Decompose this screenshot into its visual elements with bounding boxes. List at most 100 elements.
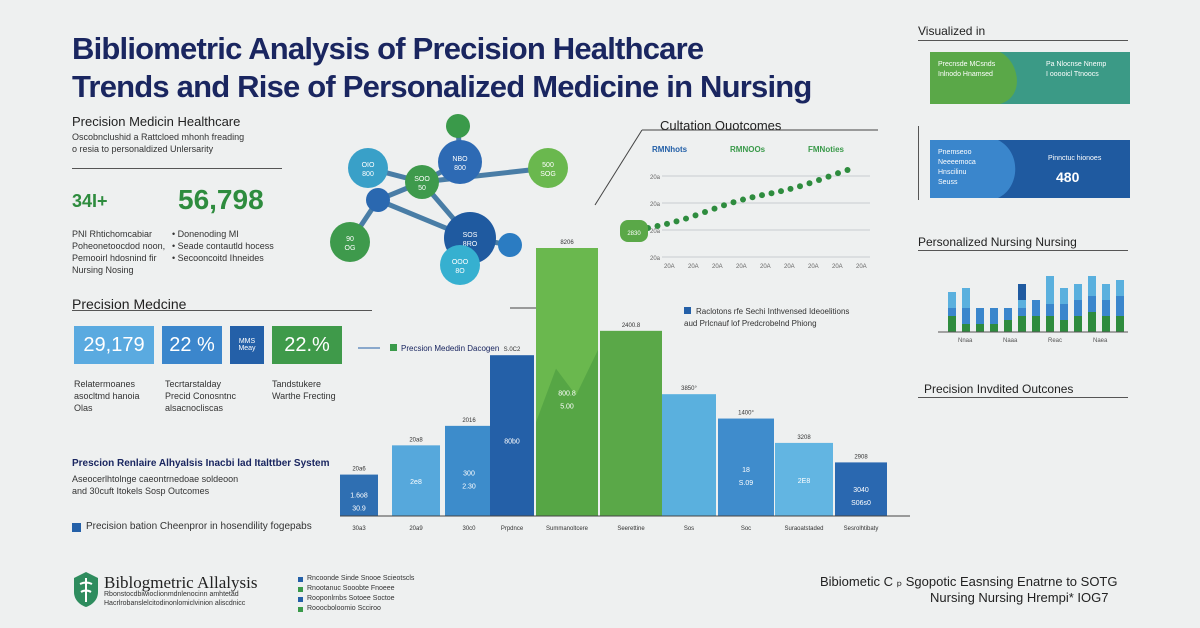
bar	[775, 442, 833, 516]
footer-right-2: Nursing Nursing Hrempi* IOG7	[930, 590, 1109, 605]
bar-category-label: Prpdnce	[501, 526, 524, 532]
mini-bar-segment	[990, 308, 998, 324]
outcomes-xtick: 20A	[712, 264, 723, 270]
bar-top-label: 1400°	[738, 411, 754, 417]
outcomes-xtick: 20A	[784, 264, 795, 270]
section1-sub1: Oscobnclushid a Rattcloed mhonh freading	[72, 132, 245, 142]
personal-title: Personalized Nursing Nursing	[918, 235, 1077, 249]
network-node-circle	[366, 188, 390, 212]
metric-box-4-value: 22.%	[284, 333, 330, 356]
footer-legend-row: Rooponlrnbs Sotoee Soctoe	[298, 594, 414, 604]
bar-segment-label: S.09	[739, 480, 754, 487]
bar	[490, 355, 534, 516]
card2-left-2: Neeeemoca	[938, 159, 976, 166]
section1-sub2: o resia to personaldized Unlersarity	[72, 144, 214, 154]
network-node-sub: 8RO	[463, 241, 478, 248]
personal-rule	[918, 250, 1128, 251]
network-node: OIO 800	[348, 148, 388, 188]
network-node-sub: SOG	[540, 171, 556, 178]
network-node-sub: OG	[345, 245, 356, 252]
bar	[835, 462, 887, 516]
mini-xlabel: Nnaa	[958, 338, 973, 344]
outcomes-point	[778, 188, 784, 195]
mini-bar-segment	[962, 324, 970, 332]
mini-bar-segment	[1004, 308, 1012, 320]
outcomes-point	[797, 183, 803, 190]
outcomes-legend-label: FMNoties	[808, 145, 845, 154]
bar-segment-label: 3040	[853, 487, 869, 494]
network-node-sub: 800	[454, 165, 466, 172]
section1-rule	[72, 168, 282, 169]
outcomes-point	[683, 215, 689, 222]
bar-category-label: Summanoltcere	[546, 526, 589, 532]
bar-segment-label: S06s0	[851, 500, 871, 507]
stats-card: Pnemseoo Neeeemoca Hnscilinu Seuss Pinnc…	[930, 140, 1130, 198]
bar-group: 1400° 18 S.09 Soc	[718, 411, 774, 532]
card2-wave	[998, 140, 1130, 198]
card2-left-4: Seuss	[938, 179, 958, 186]
network-diagram: OIO 800 SOO 50 NBO 800 90 OG SOS 8RO OOO 8O 500 SOG	[330, 114, 568, 285]
footer-brand: Biblogmetric Allalysis	[104, 573, 258, 592]
box-caption-2-line-1: Tecrtarstalday	[165, 379, 222, 389]
bar-top-label: S.0C2	[504, 347, 521, 353]
mini-bar-segment	[1074, 300, 1082, 316]
mini-bar-segment	[1032, 316, 1040, 332]
stat-col2-line-1: • Donenoding MI	[172, 229, 239, 239]
outcomes-point	[806, 180, 813, 187]
outcomes-point	[768, 190, 775, 197]
bar-segment-label: 300	[463, 470, 475, 477]
card1-text-1: Precnsde MCsnds	[938, 61, 996, 68]
analysis-title: Prescion Renlaire Alhyalsis Inacbi lad I…	[72, 458, 330, 469]
outcomes-point	[721, 202, 727, 209]
footer-brand-sub-2: Hacrlrobanslelcitodinonlomiclvinion alis…	[104, 600, 246, 607]
brand-logo-icon	[74, 572, 98, 607]
box-caption-3-line-2: Warthe Frecting	[272, 391, 336, 401]
bar-segment-label: 2e8	[410, 479, 422, 486]
outcomes-point	[825, 173, 832, 180]
footer-brand-sub-1: Rbonstocdbiwioclionmdnlenocinn amhtetad	[104, 591, 239, 598]
bar-top-label: 2400.8	[622, 323, 641, 329]
network-node-sub: 800	[362, 171, 374, 178]
stat-col2-line-2: • Seade contautld hocess	[172, 241, 274, 251]
bottom-legend-text: Precision bation Cheenpror in hosendilit…	[86, 521, 312, 532]
outcomes-point	[844, 166, 851, 173]
visualized-label: Visualized in	[918, 24, 986, 38]
metric-box-3-value: MMS Meay	[238, 338, 256, 352]
bar	[392, 445, 440, 516]
mini-bar-segment	[1074, 284, 1082, 300]
box-caption-3-line-1: Tandstukere	[272, 379, 322, 389]
outcomes-xtick: 20A	[736, 264, 747, 270]
bar-top-label: 20a8	[409, 437, 423, 443]
stat-col2: • Donenoding MI • Seade contautld hocess •…	[172, 228, 274, 264]
mini-bar-segment	[1018, 284, 1026, 300]
metric-box-3: MMS Meay	[230, 326, 264, 364]
bar-group: 2908 3040 S06s0 Sesrolhtibaty	[835, 454, 887, 532]
network-edge	[419, 165, 551, 185]
network-node-label: OIO	[362, 162, 375, 169]
outcomes-legend-label: RMNOOs	[730, 145, 766, 154]
stat-col1-line-3: Pemooirl hdosnind fir	[72, 253, 157, 263]
mini-bar-chart: Nnaa Naaa Reac Naea	[938, 276, 1128, 344]
bar-segment-label: 5.00	[560, 403, 574, 410]
bar-category-label: 30c0	[462, 526, 476, 532]
mini-bar-segment	[976, 308, 984, 324]
card2-right-text: Pinnctuc hionoes	[1048, 155, 1102, 162]
outcomes-ytick: 20a	[650, 175, 661, 181]
metric-box-2: 22 %	[162, 326, 222, 364]
network-node-circle	[438, 140, 482, 184]
bottom-legend-swatch	[72, 523, 81, 532]
main-bar-chart: Precsion Mededin Dacogen Raclotons rfe Se…	[340, 240, 910, 532]
note-swatch	[684, 307, 691, 314]
stat-col1-line-1: PNI Rhtichomcabiar	[72, 229, 153, 239]
mini-bar-segment	[1102, 316, 1110, 332]
mini-bar-segment	[1116, 296, 1124, 316]
metric-box-1-value: 29,179	[83, 333, 145, 356]
mini-bar-segment	[1004, 320, 1012, 332]
bar-group: 2400.8 Seerettine	[600, 323, 662, 532]
network-node-sub: 8O	[455, 268, 465, 275]
bar	[340, 474, 378, 516]
outcomes2-rule	[918, 397, 1128, 398]
mini-bar-segment	[1046, 276, 1054, 304]
mini-bar-segment	[1046, 316, 1054, 332]
bar-category-label: 30a3	[352, 526, 366, 532]
